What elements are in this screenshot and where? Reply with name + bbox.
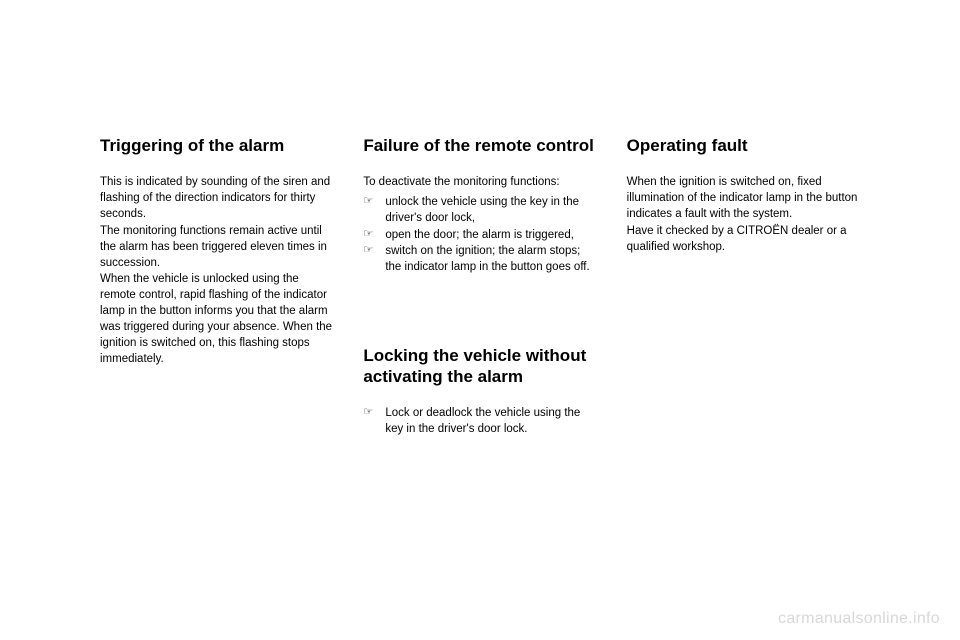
manual-page: Triggering of the alarm This is indicate…	[0, 0, 960, 518]
bullet-list-locking: ☞ Lock or deadlock the vehicle using the …	[363, 405, 596, 437]
pointer-icon: ☞	[363, 405, 373, 420]
section-triggering-alarm: Triggering of the alarm This is indicate…	[100, 135, 333, 367]
column-2: Failure of the remote control To deactiv…	[363, 135, 596, 478]
list-item-text: Lock or deadlock the vehicle using the k…	[385, 407, 580, 435]
section-locking-without-alarm: Locking the vehicle without activating t…	[363, 345, 596, 438]
column-3: Operating fault When the ignition is swi…	[627, 135, 860, 478]
pointer-icon: ☞	[363, 194, 373, 209]
list-item-text: open the door; the alarm is triggered,	[385, 229, 574, 241]
section-failure-remote: Failure of the remote control To deactiv…	[363, 135, 596, 275]
list-item-text: unlock the vehicle using the key in the …	[385, 196, 579, 224]
body-fault: When the ignition is switched on, fixed …	[627, 174, 860, 254]
body-triggering: This is indicated by sounding of the sir…	[100, 174, 333, 367]
bullet-list-failure: ☞ unlock the vehicle using the key in the…	[363, 194, 596, 274]
intro-failure: To deactivate the monitoring functions:	[363, 174, 596, 190]
column-1: Triggering of the alarm This is indicate…	[100, 135, 333, 478]
pointer-icon: ☞	[363, 227, 373, 242]
list-item: ☞ Lock or deadlock the vehicle using the …	[363, 405, 596, 437]
list-item-text: switch on the ignition; the alarm stops;…	[385, 245, 589, 273]
heading-locking: Locking the vehicle without activating t…	[363, 345, 596, 388]
section-operating-fault: Operating fault When the ignition is swi…	[627, 135, 860, 255]
list-item: ☞ open the door; the alarm is triggered,	[363, 227, 596, 243]
watermark-text: carmanualsonline.info	[778, 610, 940, 628]
heading-failure: Failure of the remote control	[363, 135, 596, 156]
heading-fault: Operating fault	[627, 135, 860, 156]
pointer-icon: ☞	[363, 243, 373, 258]
heading-triggering: Triggering of the alarm	[100, 135, 333, 156]
list-item: ☞ switch on the ignition; the alarm stops…	[363, 243, 596, 275]
list-item: ☞ unlock the vehicle using the key in the…	[363, 194, 596, 226]
